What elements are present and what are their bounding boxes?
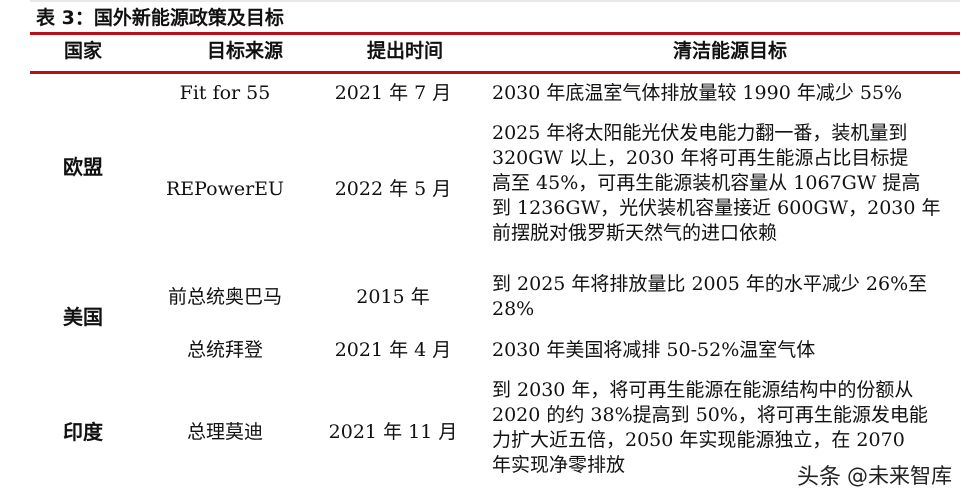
time-row-5: 2021 年 11 月	[328, 421, 458, 443]
watermark: 头条 @未来智库	[797, 459, 952, 491]
source-modi: 总理莫迪	[186, 421, 263, 443]
time-row-3: 2015 年	[356, 286, 430, 308]
time-row-1: 2021 年 7 月	[334, 82, 452, 104]
country-eu: 欧盟	[63, 155, 103, 179]
country-india: 印度	[63, 420, 103, 444]
table-header: 国家 目标来源 提出时间 清洁能源目标	[30, 32, 960, 74]
goal-row-1: 2030 年底温室气体排放量较 1990 年减少 55%	[492, 81, 952, 106]
source-obama: 前总统奥巴马	[167, 286, 282, 308]
time-row-2: 2022 年 5 月	[334, 178, 452, 200]
goal-line: 2020 的约 38%提高到 50%，将可再生能源发电能	[492, 404, 928, 426]
header-bottom-rule	[30, 71, 960, 74]
goal-row-2: 2025 年将太阳能光伏发电能力翻一番，装机量到 320GW 以上，2030 年…	[492, 121, 952, 246]
goal-line: 年实现净零排放	[492, 454, 626, 476]
goal-line: 力扩大近五倍，2050 年实现能源独立，在 2070	[492, 429, 905, 451]
header-source: 目标来源	[206, 40, 283, 62]
country-us: 美国	[63, 305, 103, 329]
time-row-4: 2021 年 4 月	[334, 339, 452, 361]
goal-row-4: 2030 年美国将减排 50-52%温室气体	[492, 338, 952, 363]
source-fit-for-55: Fit for 55	[179, 82, 271, 104]
goal-line: 前摆脱对俄罗斯天然气的进口依赖	[492, 222, 778, 244]
goal-line: 2030 年美国将减排 50-52%温室气体	[492, 339, 816, 361]
goal-line: 28%	[492, 298, 535, 320]
table-caption: 表 3：国外新能源政策及目标	[36, 7, 284, 29]
header-time: 提出时间	[366, 40, 443, 62]
source-biden: 总统拜登	[186, 339, 263, 361]
goal-row-5: 到 2030 年，将可再生能源在能源结构中的份额从 2020 的约 38%提高到…	[492, 378, 952, 478]
goal-line: 320GW 以上，2030 年将可再生能源占比目标提	[492, 147, 909, 169]
watermark-text: @未来智库	[847, 464, 952, 488]
goal-line: 到 2025 年将排放量比 2005 年的水平减少 26%至	[492, 273, 928, 295]
header-top-rule	[30, 32, 960, 35]
goal-row-3: 到 2025 年将排放量比 2005 年的水平减少 26%至 28%	[492, 272, 952, 322]
watermark-brand: 头条	[796, 465, 841, 490]
source-repowereu: REPowerEU	[165, 178, 285, 200]
header-goal: 清洁能源目标	[672, 40, 787, 62]
header-country: 国家	[63, 40, 102, 62]
goal-line: 到 1236GW，光伏装机容量接近 600GW，2030 年	[492, 197, 941, 219]
goal-line: 到 2030 年，将可再生能源在能源结构中的份额从	[492, 379, 914, 401]
goal-line: 2030 年底温室气体排放量较 1990 年减少 55%	[492, 82, 903, 104]
goal-line: 2025 年将太阳能光伏发电能力翻一番，装机量到	[492, 122, 908, 144]
goal-line: 高至 45%，可再生能源装机容量从 1067GW 提高	[492, 172, 921, 194]
top-rule	[30, 0, 960, 2]
